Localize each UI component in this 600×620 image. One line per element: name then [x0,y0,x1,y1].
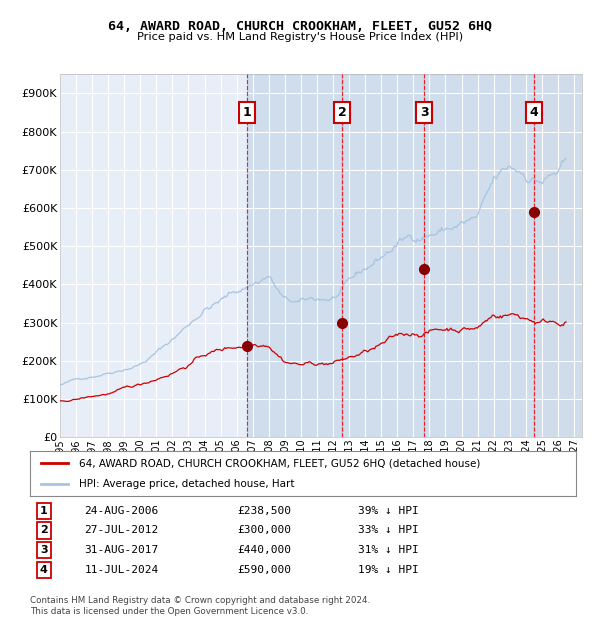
Text: 11-JUL-2024: 11-JUL-2024 [85,565,159,575]
Text: 64, AWARD ROAD, CHURCH CROOKHAM, FLEET, GU52 6HQ (detached house): 64, AWARD ROAD, CHURCH CROOKHAM, FLEET, … [79,458,481,469]
Text: 33% ↓ HPI: 33% ↓ HPI [358,526,418,536]
Text: 3: 3 [40,545,47,555]
Bar [534,74,582,437]
Text: Contains HM Land Registry data © Crown copyright and database right 2024.
This d: Contains HM Land Registry data © Crown c… [30,596,370,616]
Text: 39% ↓ HPI: 39% ↓ HPI [358,506,418,516]
Bar [424,74,534,437]
Text: HPI: Average price, detached house, Hart: HPI: Average price, detached house, Hart [79,479,295,489]
Text: 27-JUL-2012: 27-JUL-2012 [85,526,159,536]
Text: £300,000: £300,000 [238,526,292,536]
Bar [247,74,342,437]
Text: 3: 3 [420,106,428,119]
Text: 31% ↓ HPI: 31% ↓ HPI [358,545,418,555]
Text: 1: 1 [243,106,251,119]
Text: 4: 4 [530,106,539,119]
Text: 2: 2 [338,106,347,119]
Text: 4: 4 [40,565,47,575]
Text: 2: 2 [40,526,47,536]
Text: 1: 1 [40,506,47,516]
Text: £590,000: £590,000 [238,565,292,575]
Text: 24-AUG-2006: 24-AUG-2006 [85,506,159,516]
Bar [342,74,424,437]
Text: 64, AWARD ROAD, CHURCH CROOKHAM, FLEET, GU52 6HQ: 64, AWARD ROAD, CHURCH CROOKHAM, FLEET, … [108,20,492,33]
Text: 31-AUG-2017: 31-AUG-2017 [85,545,159,555]
Text: Price paid vs. HM Land Registry's House Price Index (HPI): Price paid vs. HM Land Registry's House … [137,32,463,42]
Text: 19% ↓ HPI: 19% ↓ HPI [358,565,418,575]
Text: £440,000: £440,000 [238,545,292,555]
Text: £238,500: £238,500 [238,506,292,516]
